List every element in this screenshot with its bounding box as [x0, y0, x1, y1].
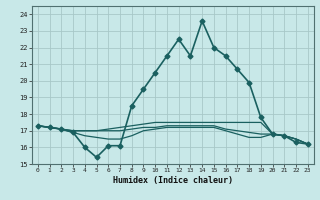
- X-axis label: Humidex (Indice chaleur): Humidex (Indice chaleur): [113, 176, 233, 185]
